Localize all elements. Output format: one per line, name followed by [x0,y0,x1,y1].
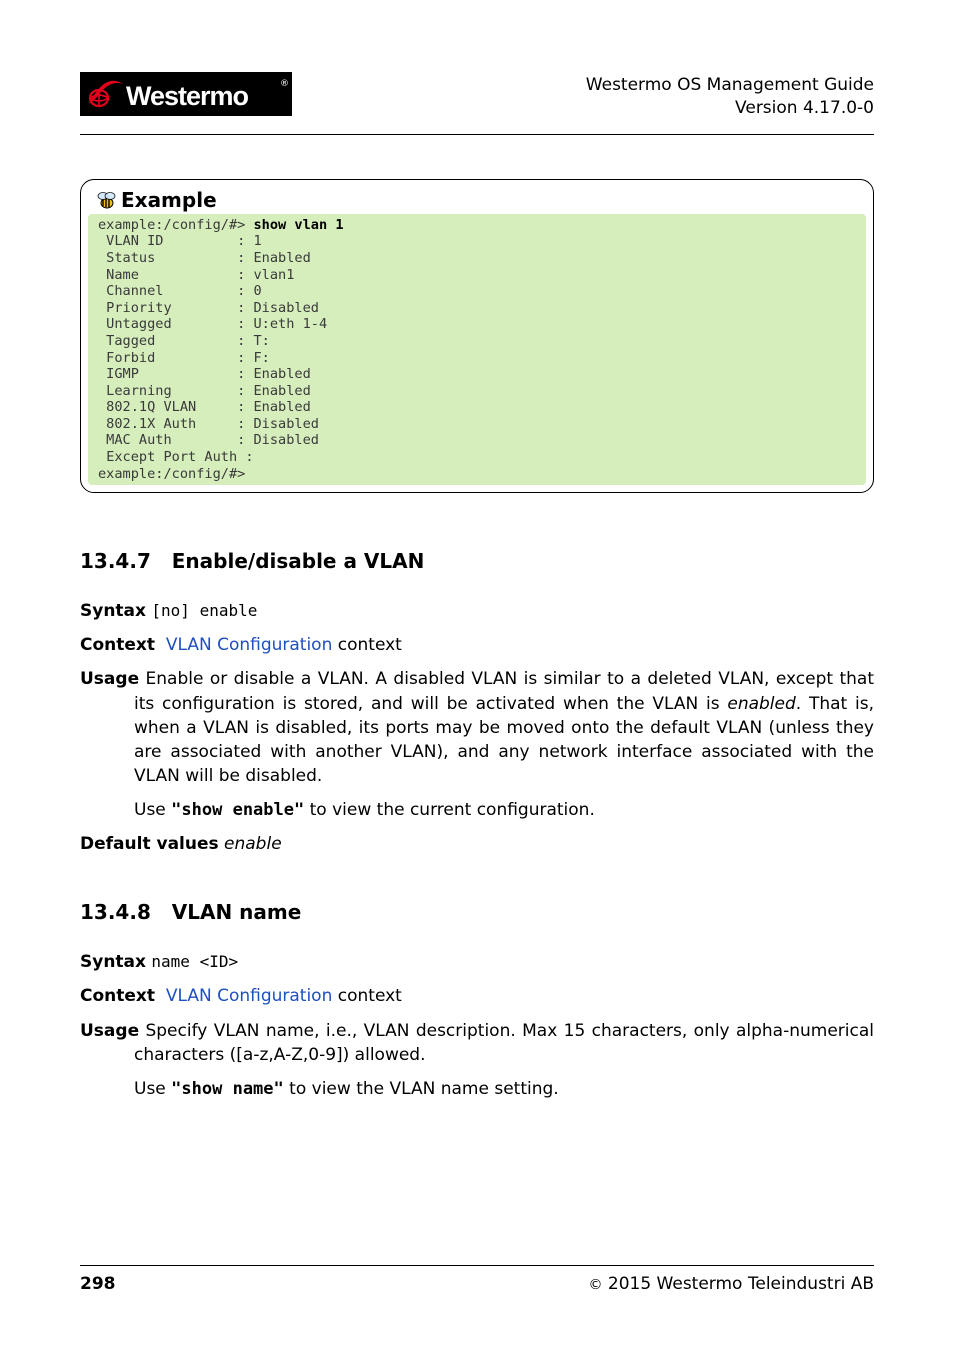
use-line-2: Use "show name" to view the VLAN name se… [80,1077,874,1101]
use-pre: Use [134,800,171,820]
syntax-line-2: Syntax name <ID> [80,950,874,974]
example-title: Example [121,188,217,212]
header-right: Westermo OS Management Guide Version 4.1… [586,72,874,120]
use-post: to view the current configuration. [304,800,595,820]
svg-text:®: ® [280,79,289,89]
use-line: Use "show enable" to view the current co… [80,798,874,822]
header-rule [80,134,874,135]
copyright-icon: © [588,1277,602,1293]
usage-ital: enabled [727,694,795,714]
context-label: Context [80,635,155,655]
syntax-line: Syntax [no] enable [80,599,874,623]
cmd: show vlan 1 [254,217,344,233]
syntax-val-2: name <ID> [151,952,238,971]
sectitle2: VLAN name [172,900,302,924]
example-box: Example example:/config/#> show vlan 1 V… [80,179,874,493]
context-tail-2: context [332,986,401,1006]
logo: Westermo ® [80,72,292,116]
sectitle: Enable/disable a VLAN [172,549,425,573]
svg-text:Westermo: Westermo [126,81,249,111]
secnum: 13.4.7 [80,549,151,573]
page: Westermo ® Westermo OS Management Guide … [0,0,954,1350]
copyright: © 2015 Westermo Teleindustri AB [588,1274,874,1294]
section-name-heading: 13.4.8 VLAN name [80,900,874,924]
context-tail: context [332,635,401,655]
header: Westermo ® Westermo OS Management Guide … [80,72,874,134]
context-line: Context VLAN Configuration context [80,633,874,657]
usage-text-2: Specify VLAN name, i.e., VLAN descriptio… [134,1021,874,1065]
page-number: 298 [80,1274,116,1294]
default-line: Default values enable [80,832,874,856]
syntax-label-2: Syntax [80,952,146,972]
usage-para-2: Usage Specify VLAN name, i.e., VLAN desc… [80,1019,874,1067]
use-cmd-2: "show name" [171,1079,284,1099]
context-link[interactable]: VLAN Configuration [166,635,333,655]
footer-row: 298 © 2015 Westermo Teleindustri AB [80,1274,874,1294]
copyright-text: 2015 Westermo Teleindustri AB [608,1274,874,1294]
prompt-2: example:/config/#> [98,466,245,482]
default-label: Default values [80,834,219,854]
use-post-2: to view the VLAN name setting. [284,1079,559,1099]
use-pre-2: Use [134,1079,171,1099]
syntax-label: Syntax [80,601,146,621]
except-line: Except Port Auth : [106,449,253,465]
section-name: 13.4.8 VLAN name Syntax name <ID> Contex… [80,900,874,1101]
usage-label: Usage [80,669,139,689]
context-line-2: Context VLAN Configuration context [80,984,874,1008]
usage-label-2: Usage [80,1021,139,1041]
footer-rule [80,1265,874,1266]
context-link-2[interactable]: VLAN Configuration [166,986,333,1006]
secnum2: 13.4.8 [80,900,151,924]
guide-version: Version 4.17.0-0 [586,97,874,120]
usage-para: Usage Enable or disable a VLAN. A disabl… [80,667,874,788]
default-val: enable [224,834,282,854]
bee-icon [95,189,117,211]
footer: 298 © 2015 Westermo Teleindustri AB [80,1265,874,1294]
context-label-2: Context [80,986,155,1006]
syntax-val: [no] enable [151,601,257,620]
guide-title: Westermo OS Management Guide [586,74,874,97]
section-enable: 13.4.7 Enable/disable a VLAN Syntax [no]… [80,549,874,856]
prompt-1: example:/config/#> [98,217,254,233]
example-title-row: Example [81,180,873,214]
use-cmd: "show enable" [171,800,304,820]
section-enable-heading: 13.4.7 Enable/disable a VLAN [80,549,874,573]
westermo-logo-icon: Westermo ® [80,72,292,116]
term-rows: VLAN ID : 1 Status : Enabled Name : vlan… [98,233,327,448]
example-body: example:/config/#> show vlan 1 VLAN ID :… [88,214,866,485]
terminal-output: example:/config/#> show vlan 1 VLAN ID :… [98,217,856,482]
